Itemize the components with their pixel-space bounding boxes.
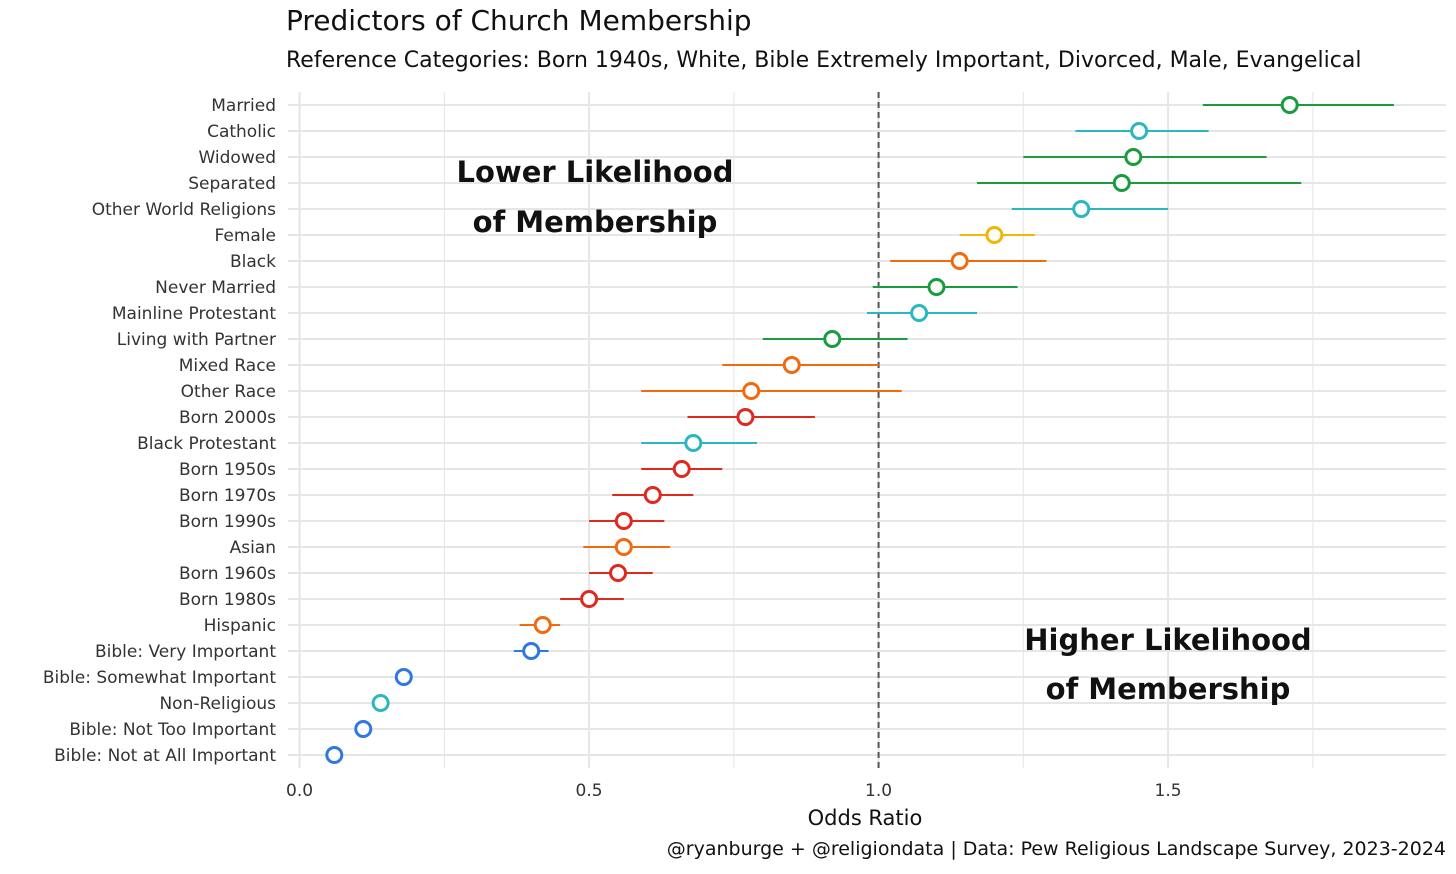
y-category-label: Bible: Very Important (95, 642, 276, 662)
y-category-label: Married (211, 96, 276, 116)
y-category-label: Born 1950s (179, 460, 276, 480)
x-axis-ticks: 0.0 0.5 1.0 1.5 (286, 781, 1182, 801)
y-category-label: Hispanic (204, 616, 276, 636)
point-estimate (354, 720, 373, 738)
point-estimate (522, 642, 541, 660)
chart-caption: @ryanburge + @religiondata | Data: Pew R… (666, 838, 1446, 860)
y-category-label: Bible: Not at All Important (54, 746, 276, 766)
point-estimate (985, 226, 1004, 244)
y-category-label: Asian (230, 538, 276, 558)
point-estimate (614, 512, 633, 530)
y-category-label: Born 2000s (179, 408, 276, 428)
point-estimate (580, 590, 599, 608)
x-tick-label: 1.5 (1155, 781, 1182, 801)
point-estimate (927, 278, 946, 296)
y-category-label: Bible: Not Too Important (69, 720, 276, 740)
y-axis-labels: Married Catholic Widowed Separated Other Wor… (43, 96, 276, 766)
x-tick-label: 1.0 (865, 781, 892, 801)
y-category-label: Never Married (155, 278, 276, 298)
point-estimate (672, 460, 691, 478)
y-category-label: Mixed Race (179, 356, 276, 376)
point-estimate (609, 564, 628, 582)
y-category-label: Born 1960s (179, 564, 276, 584)
point-estimate (684, 434, 703, 452)
point-estimate (910, 304, 929, 322)
annotation-higher-line2: of Membership (1046, 672, 1291, 706)
point-estimate (643, 486, 662, 504)
annotation-lower-line2: of Membership (473, 205, 718, 239)
y-category-label: Catholic (207, 122, 276, 142)
y-category-label: Female (215, 226, 276, 246)
y-category-label: Black Protestant (137, 434, 276, 454)
point-estimate (394, 668, 413, 686)
y-category-label: Living with Partner (117, 330, 276, 350)
point-estimate (1112, 174, 1131, 192)
point-estimate (325, 746, 344, 764)
x-tick-label: 0.0 (286, 781, 313, 801)
point-estimate (533, 616, 552, 634)
y-category-label: Born 1980s (179, 590, 276, 610)
point-estimate (371, 694, 390, 712)
data-marks (325, 96, 1394, 764)
point-estimate (736, 408, 755, 426)
chart-subtitle: Reference Categories: Born 1940s, White,… (286, 48, 1362, 73)
grid-lines (288, 92, 1446, 768)
point-estimate (823, 330, 842, 348)
y-category-label: Born 1990s (179, 512, 276, 532)
point-estimate (782, 356, 801, 374)
x-tick-label: 0.5 (576, 781, 603, 801)
point-estimate (1124, 148, 1143, 166)
chart-title: Predictors of Church Membership (286, 4, 752, 37)
y-category-label: Other World Religions (92, 200, 276, 220)
annotation-lower-line1: Lower Likelihood (457, 155, 734, 189)
point-estimate (1072, 200, 1091, 218)
point-estimate (950, 252, 969, 270)
y-category-label: Born 1970s (179, 486, 276, 506)
y-category-label: Widowed (198, 148, 276, 168)
y-category-label: Mainline Protestant (112, 304, 276, 324)
point-estimate (1130, 122, 1149, 140)
point-estimate (742, 382, 761, 400)
y-category-label: Separated (188, 174, 276, 194)
y-category-label: Black (230, 252, 276, 272)
y-category-label: Bible: Somewhat Important (43, 668, 276, 688)
x-axis-title: Odds Ratio (808, 806, 923, 830)
point-estimate (614, 538, 633, 556)
y-category-label: Non-Religious (159, 694, 276, 714)
y-category-label: Other Race (181, 382, 276, 402)
point-estimate (1280, 96, 1299, 114)
annotation-higher-line1: Higher Likelihood (1024, 623, 1311, 657)
